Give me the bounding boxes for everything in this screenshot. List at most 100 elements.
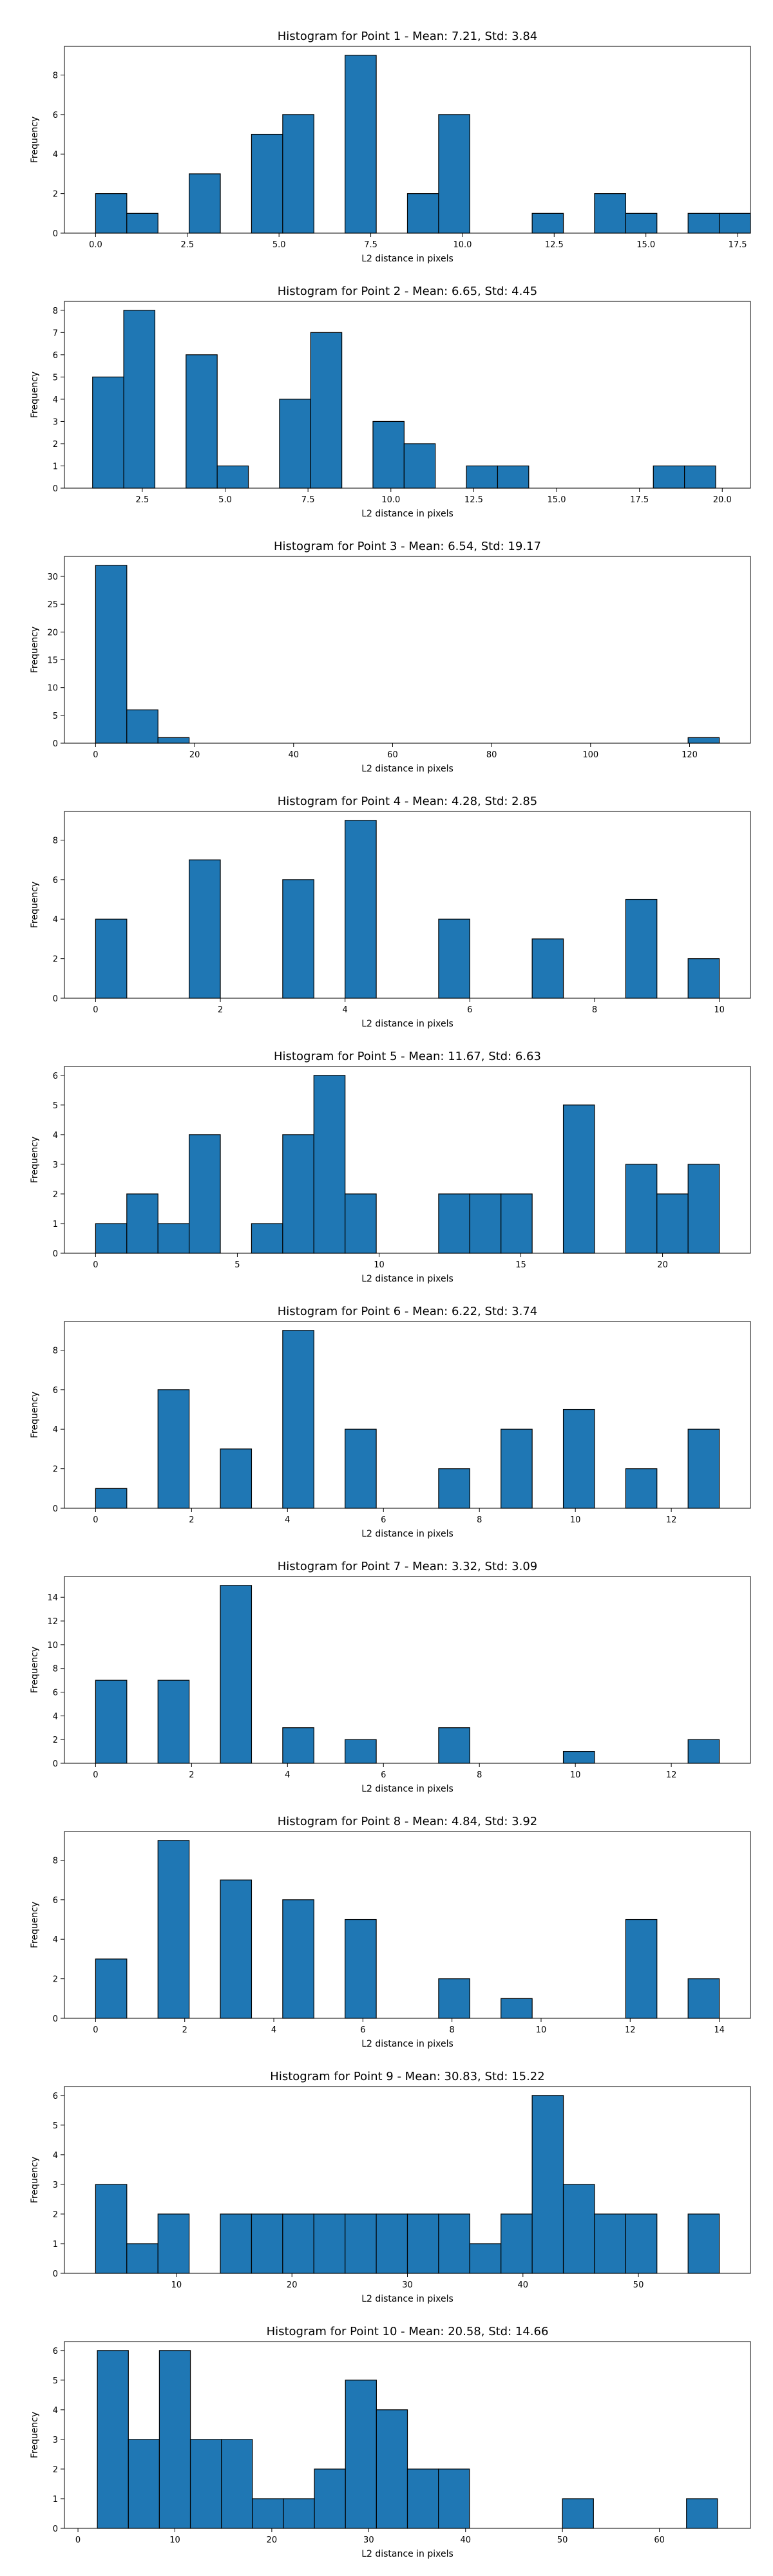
y-tick-label: 4 bbox=[53, 915, 58, 925]
histogram-bar bbox=[158, 2350, 191, 2529]
histogram-bar bbox=[283, 2498, 315, 2529]
x-tick-label: 20 bbox=[267, 2535, 278, 2545]
y-tick-label: 5 bbox=[53, 2376, 58, 2386]
x-tick-label: 7.5 bbox=[364, 240, 377, 250]
y-tick-label: 5 bbox=[53, 712, 58, 721]
x-tick-label: 10.0 bbox=[453, 240, 472, 250]
histogram-bar bbox=[594, 2213, 626, 2274]
y-tick-label: 6 bbox=[53, 1896, 58, 1906]
histogram-bar bbox=[310, 332, 343, 489]
y-tick-label: 2 bbox=[53, 2210, 58, 2220]
x-tick-label: 4 bbox=[343, 1005, 348, 1015]
x-tick-label: 20 bbox=[657, 1260, 668, 1270]
y-tick-label: 7 bbox=[53, 328, 58, 338]
y-axis-label: Frequency bbox=[30, 2157, 40, 2203]
histogram-bar bbox=[313, 1075, 346, 1254]
x-tick-label: 4 bbox=[285, 1770, 290, 1780]
histogram-bar bbox=[625, 1164, 658, 1254]
x-tick-label: 30 bbox=[363, 2535, 374, 2545]
y-axis-label: Frequency bbox=[30, 117, 40, 163]
histogram-bar bbox=[562, 2498, 594, 2529]
histogram-bar bbox=[123, 310, 156, 489]
y-tick-label: 8 bbox=[53, 71, 58, 80]
histogram-bar bbox=[186, 354, 218, 489]
x-tick-label: 15.0 bbox=[636, 240, 655, 250]
histogram-bar bbox=[95, 1488, 128, 1509]
x-tick-label: 5 bbox=[234, 1260, 240, 1270]
x-tick-label: 2 bbox=[182, 2025, 187, 2035]
y-tick-label: 8 bbox=[53, 1346, 58, 1356]
y-tick-label: 10 bbox=[47, 1641, 58, 1651]
y-tick-label: 15 bbox=[47, 656, 58, 666]
histogram-bar bbox=[345, 1193, 377, 1254]
x-tick-label: 12.5 bbox=[545, 240, 564, 250]
axes-frame bbox=[64, 1321, 751, 1509]
histogram-bar bbox=[438, 1727, 470, 1764]
x-tick-label: 2 bbox=[189, 1515, 194, 1525]
histogram-bar bbox=[687, 737, 720, 744]
histogram-bar bbox=[687, 1739, 720, 1764]
x-axis-label: L2 distance in pixels bbox=[361, 2039, 453, 2049]
chart-title: Histogram for Point 3 - Mean: 6.54, Std:… bbox=[274, 540, 541, 553]
x-tick-label: 10 bbox=[570, 1515, 581, 1525]
x-tick-label: 0.0 bbox=[89, 240, 102, 250]
y-axis-label: Frequency bbox=[30, 1392, 40, 1438]
y-axis-label: Frequency bbox=[30, 882, 40, 928]
histogram-bar bbox=[653, 465, 685, 489]
y-tick-label: 6 bbox=[53, 1386, 58, 1396]
axes-frame bbox=[64, 811, 751, 999]
histogram-bar bbox=[95, 193, 128, 234]
histogram-bar bbox=[372, 421, 405, 489]
histogram-bar bbox=[345, 1428, 377, 1509]
x-tick-label: 50 bbox=[557, 2535, 568, 2545]
y-tick-label: 6 bbox=[53, 1072, 58, 1081]
chart-title: Histogram for Point 8 - Mean: 4.84, Std:… bbox=[278, 1815, 538, 1828]
x-tick-label: 17.5 bbox=[729, 240, 747, 250]
histogram-bar bbox=[403, 443, 436, 489]
axes-frame bbox=[64, 2341, 751, 2529]
histogram-bar bbox=[562, 1750, 595, 1764]
histogram-bar bbox=[279, 399, 311, 489]
histogram-bar bbox=[501, 1998, 533, 2019]
x-tick-label: 0 bbox=[93, 1260, 98, 1270]
chart-title: Histogram for Point 6 - Mean: 6.22, Std:… bbox=[278, 1305, 538, 1318]
histogram-bar bbox=[220, 2213, 253, 2274]
histogram-panel-7: 0 2 4 6 8 10 12 0 2 4 6 8 10 12 14 Histogram for Point … bbox=[30, 1560, 751, 1794]
x-tick-label: 8 bbox=[477, 1770, 482, 1780]
histogram-bar bbox=[252, 2498, 284, 2529]
y-axis-label: Frequency bbox=[30, 627, 40, 673]
x-axis-label: L2 distance in pixels bbox=[361, 254, 453, 264]
histogram-bar bbox=[345, 55, 377, 234]
x-tick-label: 100 bbox=[582, 750, 598, 760]
y-tick-label: 2 bbox=[53, 955, 58, 965]
y-axis-label: Frequency bbox=[30, 1647, 40, 1693]
axes-frame bbox=[64, 1576, 751, 1764]
x-axis-label: L2 distance in pixels bbox=[361, 1784, 453, 1794]
x-tick-label: 2 bbox=[189, 1770, 194, 1780]
histogram-bar bbox=[438, 1193, 470, 1254]
x-tick-label: 12.5 bbox=[464, 495, 483, 505]
x-axis-label: L2 distance in pixels bbox=[361, 1529, 453, 1539]
histogram-bar bbox=[95, 1958, 128, 2019]
histogram-bar bbox=[562, 1104, 595, 1254]
x-tick-label: 20.0 bbox=[713, 495, 732, 505]
y-tick-label: 3 bbox=[53, 1160, 58, 1170]
histogram-bar bbox=[501, 1193, 533, 1254]
x-axis-label: L2 distance in pixels bbox=[361, 2294, 453, 2304]
histogram-bar bbox=[345, 1739, 377, 1764]
histogram-bar bbox=[376, 2213, 408, 2274]
y-tick-label: 2 bbox=[53, 1736, 58, 1745]
histogram-bar bbox=[313, 2213, 346, 2274]
x-tick-label: 2 bbox=[218, 1005, 223, 1015]
chart-title: Histogram for Point 1 - Mean: 7.21, Std:… bbox=[278, 30, 538, 43]
x-axis-label: L2 distance in pixels bbox=[361, 1019, 453, 1029]
y-tick-label: 5 bbox=[53, 373, 58, 383]
histogram-bar bbox=[220, 1585, 253, 1764]
y-tick-label: 0 bbox=[53, 739, 58, 749]
x-tick-label: 20 bbox=[189, 750, 200, 760]
y-tick-label: 6 bbox=[53, 1689, 58, 1698]
x-tick-label: 4 bbox=[271, 2025, 276, 2035]
histogram-bar bbox=[469, 1193, 502, 1254]
y-tick-label: 1 bbox=[53, 462, 58, 471]
histogram-bar bbox=[625, 2213, 658, 2274]
